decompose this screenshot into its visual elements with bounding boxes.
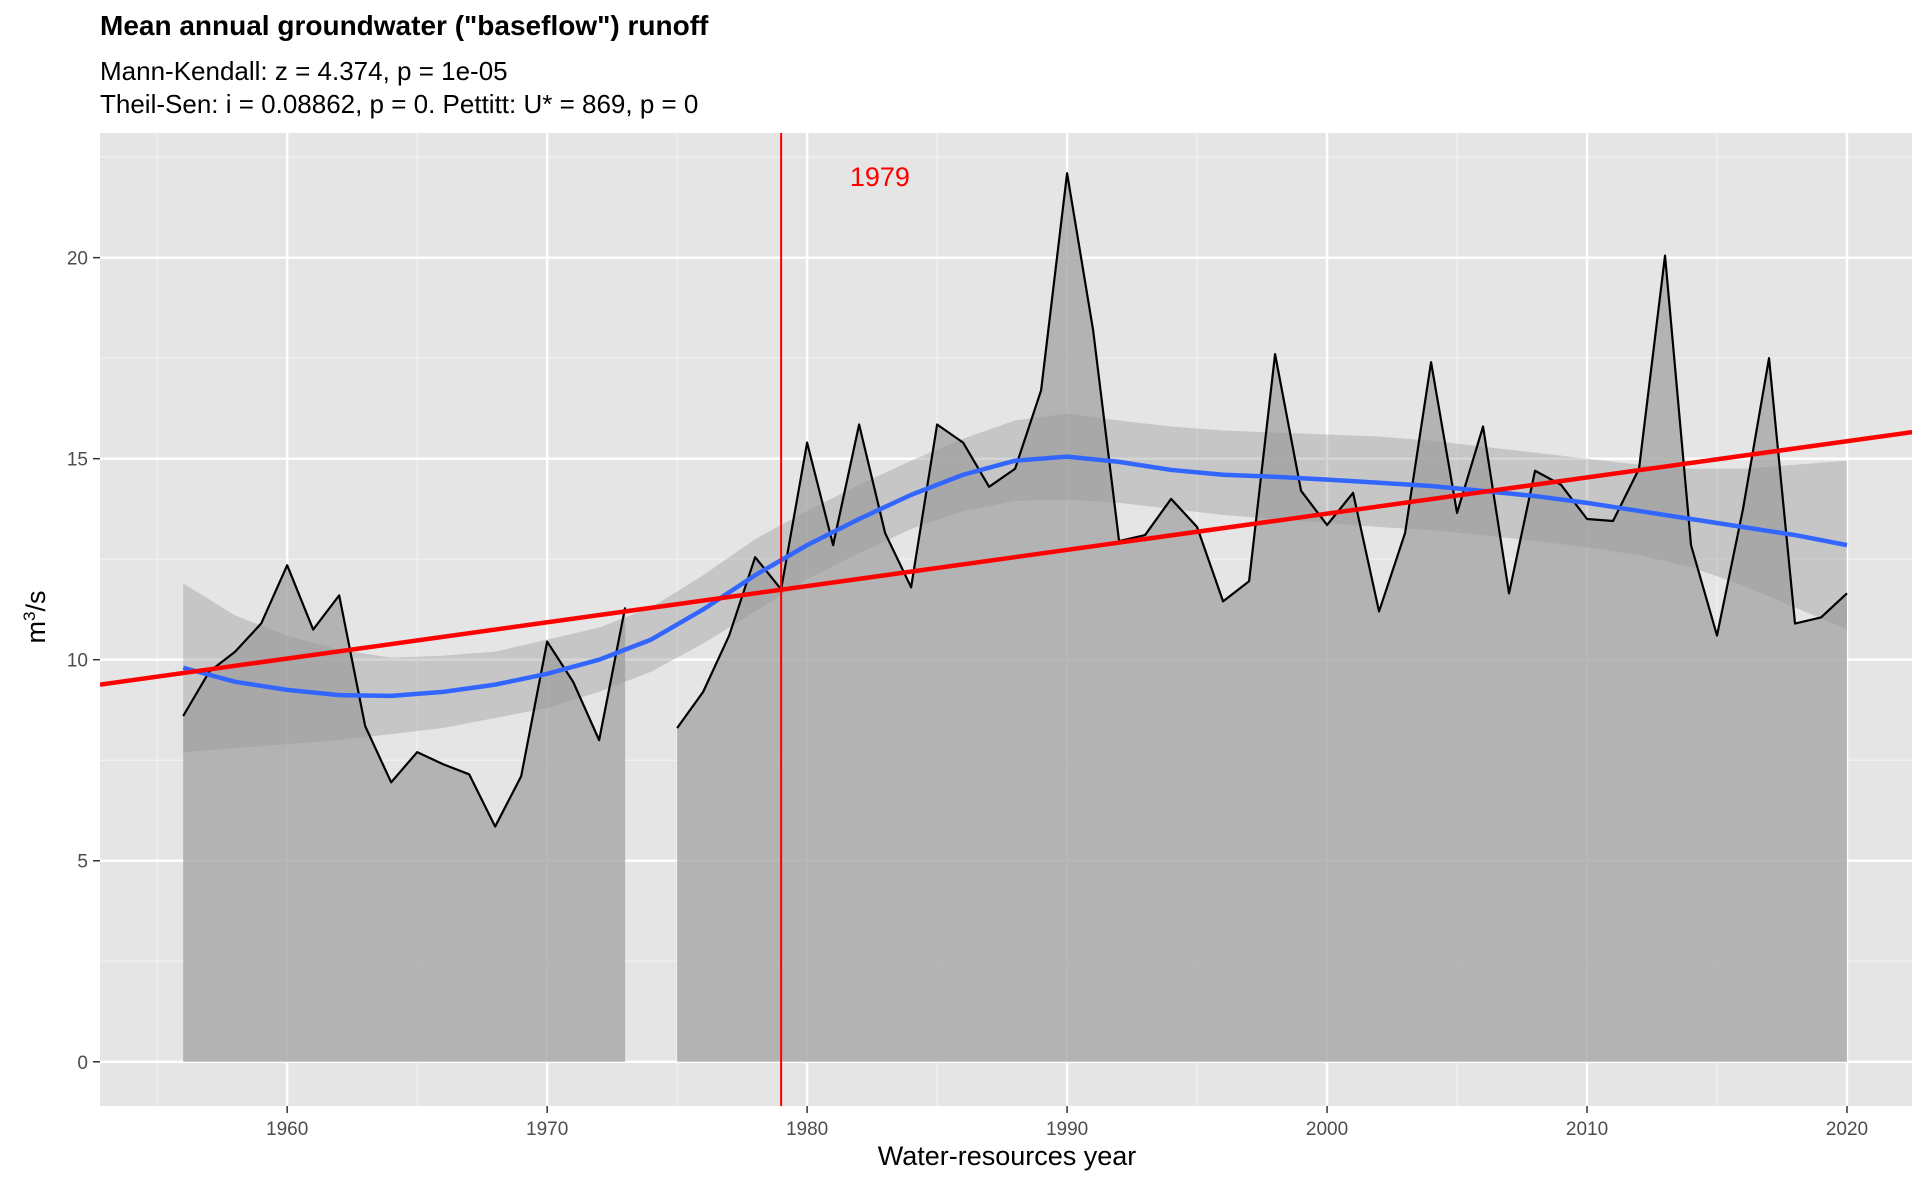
- chart-subtitle-theil-sen-pettitt: Theil-Sen: i = 0.08862, p = 0. Pettitt: …: [100, 89, 699, 119]
- x-tick-label: 2010: [1566, 1119, 1608, 1140]
- runoff-line-segment-2: [676, 172, 1848, 729]
- y-axis-label: m3/s: [20, 591, 52, 644]
- x-tick-label: 2020: [1826, 1119, 1868, 1140]
- chart-subtitle-mann-kendall: Mann-Kendall: z = 4.374, p = 1e-05: [100, 56, 508, 86]
- pettitt-changepoint-label: 1979: [850, 162, 910, 192]
- x-tick-label: 2000: [1306, 1119, 1348, 1140]
- x-tick-label: 1980: [786, 1119, 828, 1140]
- loess-smooth-line: [182, 454, 1848, 699]
- runoff-line-segment-1: [182, 564, 627, 828]
- x-tick-label: 1970: [526, 1119, 568, 1140]
- x-tick-label: 1990: [1046, 1119, 1088, 1140]
- x-axis-label: Water-resources year: [877, 1141, 1137, 1171]
- chart-title: Mean annual groundwater ("baseflow") run…: [100, 10, 709, 41]
- y-tick-label: 20: [67, 249, 88, 270]
- y-tick-label: 5: [77, 852, 88, 873]
- y-axis-label-rest: /s: [21, 590, 51, 612]
- theil-sen-trend-line: [100, 429, 1912, 687]
- y-axis-label-sup: 3: [20, 611, 39, 621]
- runoff-area-segment-2: [677, 173, 1848, 1062]
- y-tick-label: 10: [67, 651, 88, 672]
- x-tick-label: 1960: [266, 1119, 308, 1140]
- y-tick-label: 0: [77, 1053, 88, 1074]
- y-axis-label-base: m: [21, 620, 51, 644]
- y-tick-label: 15: [67, 450, 88, 471]
